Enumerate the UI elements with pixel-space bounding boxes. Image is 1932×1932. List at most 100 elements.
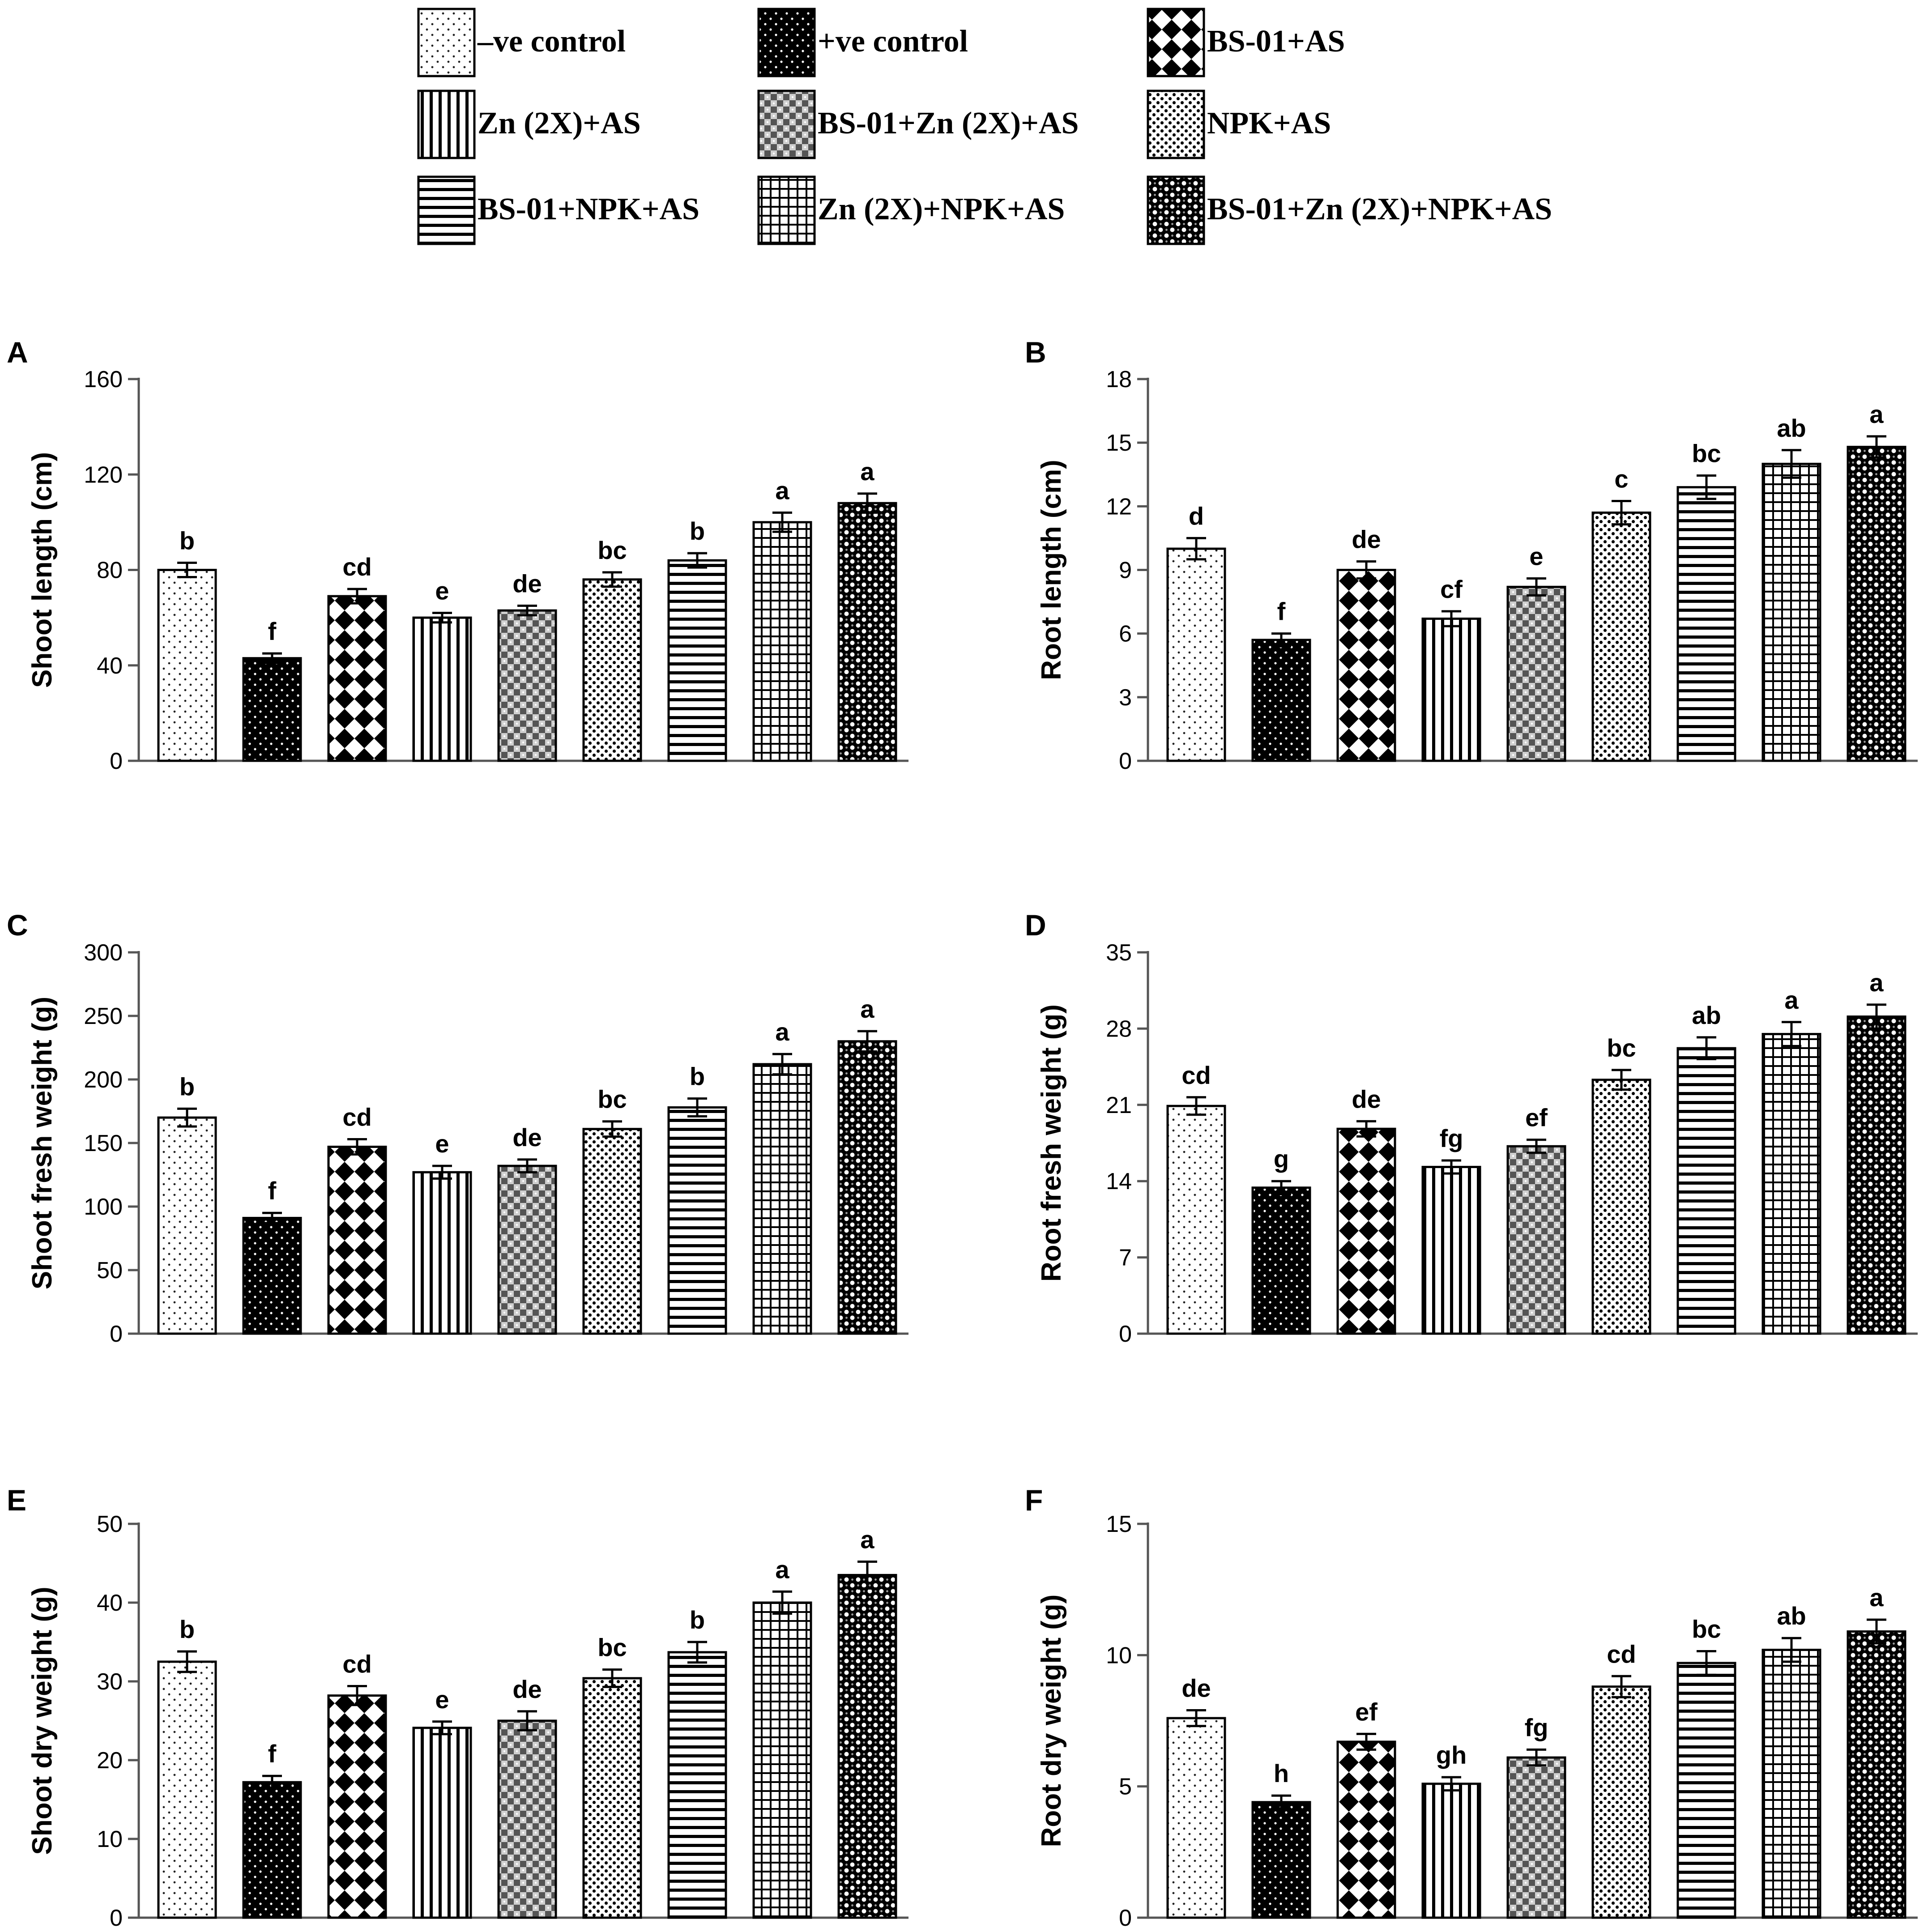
chart-panel-a: A 0 40 80 120 160 Shoot length (cm) b f cd e de bc b a… bbox=[7, 336, 908, 774]
y-tick-label: 50 bbox=[97, 1258, 123, 1284]
panel-label: F bbox=[1025, 1484, 1043, 1517]
panel-label: C bbox=[7, 908, 28, 942]
y-tick-label: 160 bbox=[84, 367, 123, 392]
bar bbox=[582, 578, 642, 762]
legend-label: +ve control bbox=[818, 24, 968, 59]
legend-swatch bbox=[1147, 90, 1205, 159]
significance-letter: cd bbox=[1607, 1640, 1636, 1668]
bar bbox=[497, 609, 557, 762]
legend-item: BS-01+NPK+AS bbox=[417, 175, 699, 245]
significance-letter: b bbox=[690, 517, 705, 545]
bar bbox=[752, 1063, 812, 1335]
panel-label: B bbox=[1025, 336, 1046, 369]
significance-letter: a bbox=[1869, 1583, 1884, 1612]
significance-letter: g bbox=[1274, 1145, 1289, 1173]
y-tick-label: 0 bbox=[1119, 748, 1132, 774]
bar bbox=[752, 1601, 812, 1919]
significance-letter: cd bbox=[342, 1650, 371, 1678]
bar bbox=[1676, 486, 1736, 762]
significance-letter: ab bbox=[1777, 1602, 1806, 1630]
bar bbox=[1676, 1047, 1736, 1335]
significance-letter: fg bbox=[1525, 1714, 1548, 1742]
significance-letter: b bbox=[179, 527, 195, 555]
legend-label: BS-01+Zn (2X)+NPK+AS bbox=[1207, 192, 1552, 226]
significance-letter: c bbox=[1614, 465, 1628, 493]
y-axis-label: Shoot fresh weight (g) bbox=[27, 997, 58, 1289]
bar bbox=[1506, 1756, 1566, 1919]
bar bbox=[1166, 1105, 1226, 1335]
y-tick-label: 120 bbox=[84, 462, 123, 488]
significance-letter: de bbox=[512, 1675, 542, 1703]
bar bbox=[412, 1171, 472, 1335]
y-tick-label: 6 bbox=[1119, 621, 1132, 647]
chart-panel-e: E 0 10 20 30 40 50 Shoot dry weight (g) b f cd e de b… bbox=[7, 1484, 908, 1931]
bar bbox=[582, 1677, 642, 1919]
bar bbox=[412, 1727, 472, 1919]
bar bbox=[1336, 1127, 1396, 1335]
legend: –ve control +ve control BS-01+AS Zn (2X)+AS… bbox=[417, 8, 1552, 245]
bar bbox=[1421, 1783, 1481, 1919]
legend-item: BS-01+Zn (2X)+AS bbox=[757, 90, 1079, 159]
legend-item: BS-01+AS bbox=[1147, 8, 1345, 77]
legend-label: NPK+AS bbox=[1207, 106, 1331, 141]
y-tick-label: 50 bbox=[97, 1511, 123, 1537]
bar bbox=[1251, 1801, 1311, 1919]
y-tick-label: 3 bbox=[1119, 685, 1132, 711]
legend-label: BS-01+NPK+AS bbox=[478, 192, 699, 226]
bar bbox=[1336, 1740, 1396, 1919]
bar bbox=[1251, 1186, 1311, 1335]
significance-letter: cf bbox=[1440, 575, 1463, 603]
y-tick-label: 12 bbox=[1106, 494, 1132, 520]
significance-letter: e bbox=[435, 1130, 449, 1158]
y-tick-label: 250 bbox=[84, 1003, 123, 1029]
panel-label: A bbox=[7, 336, 28, 369]
bar bbox=[157, 1116, 217, 1335]
y-tick-label: 0 bbox=[1119, 1905, 1132, 1931]
bar bbox=[1847, 1015, 1906, 1335]
legend-swatch bbox=[1147, 8, 1205, 77]
legend-swatch bbox=[417, 8, 476, 77]
y-tick-label: 21 bbox=[1106, 1092, 1132, 1118]
significance-letter: bc bbox=[1692, 439, 1721, 468]
legend-label: BS-01+Zn (2X)+AS bbox=[818, 106, 1079, 141]
y-tick-label: 9 bbox=[1119, 558, 1132, 584]
chart-panel-b: B 0 3 6 9 12 15 18 Root length (cm) d f de cf e c bc ab a bbox=[1025, 336, 1918, 774]
bar bbox=[1251, 639, 1311, 762]
y-tick-label: 15 bbox=[1106, 1511, 1132, 1537]
significance-letter: h bbox=[1274, 1759, 1289, 1787]
bar bbox=[1591, 1079, 1651, 1335]
legend-swatch bbox=[417, 90, 476, 159]
significance-letter: bc bbox=[597, 1633, 627, 1662]
bar bbox=[1421, 617, 1481, 762]
bar bbox=[242, 1217, 302, 1335]
y-tick-label: 14 bbox=[1106, 1169, 1132, 1194]
y-axis-label: Root length (cm) bbox=[1036, 460, 1067, 680]
legend-swatch bbox=[417, 175, 476, 245]
bar bbox=[497, 1719, 557, 1919]
y-axis-label: Shoot length (cm) bbox=[27, 452, 58, 688]
y-tick-label: 0 bbox=[110, 748, 123, 774]
legend-label: BS-01+AS bbox=[1207, 24, 1345, 59]
bar bbox=[242, 1781, 302, 1919]
bar bbox=[412, 616, 472, 762]
bar bbox=[582, 1128, 642, 1335]
panel-label: D bbox=[1025, 908, 1046, 942]
significance-letter: de bbox=[1181, 1674, 1211, 1702]
y-tick-label: 0 bbox=[110, 1905, 123, 1931]
significance-letter: gh bbox=[1436, 1741, 1467, 1769]
significance-letter: f bbox=[1277, 597, 1286, 626]
y-tick-label: 20 bbox=[97, 1748, 123, 1774]
y-axis-label: Shoot dry weight (g) bbox=[27, 1587, 58, 1855]
significance-letter: a bbox=[860, 457, 874, 486]
bar bbox=[837, 502, 897, 762]
legend-swatch bbox=[757, 8, 816, 77]
significance-letter: f bbox=[268, 617, 277, 645]
bar bbox=[1761, 463, 1821, 762]
chart-panel-d: D 0 7 14 21 28 35 Root fresh weight (g) cd g de fg e… bbox=[1025, 908, 1918, 1347]
legend-item: Zn (2X)+NPK+AS bbox=[757, 175, 1065, 245]
chart-panel-c: C 0 50 100 150 200 250 300 Shoot fresh weight (g… bbox=[7, 908, 908, 1347]
legend-item: –ve control bbox=[417, 8, 626, 77]
significance-letter: f bbox=[268, 1740, 277, 1768]
